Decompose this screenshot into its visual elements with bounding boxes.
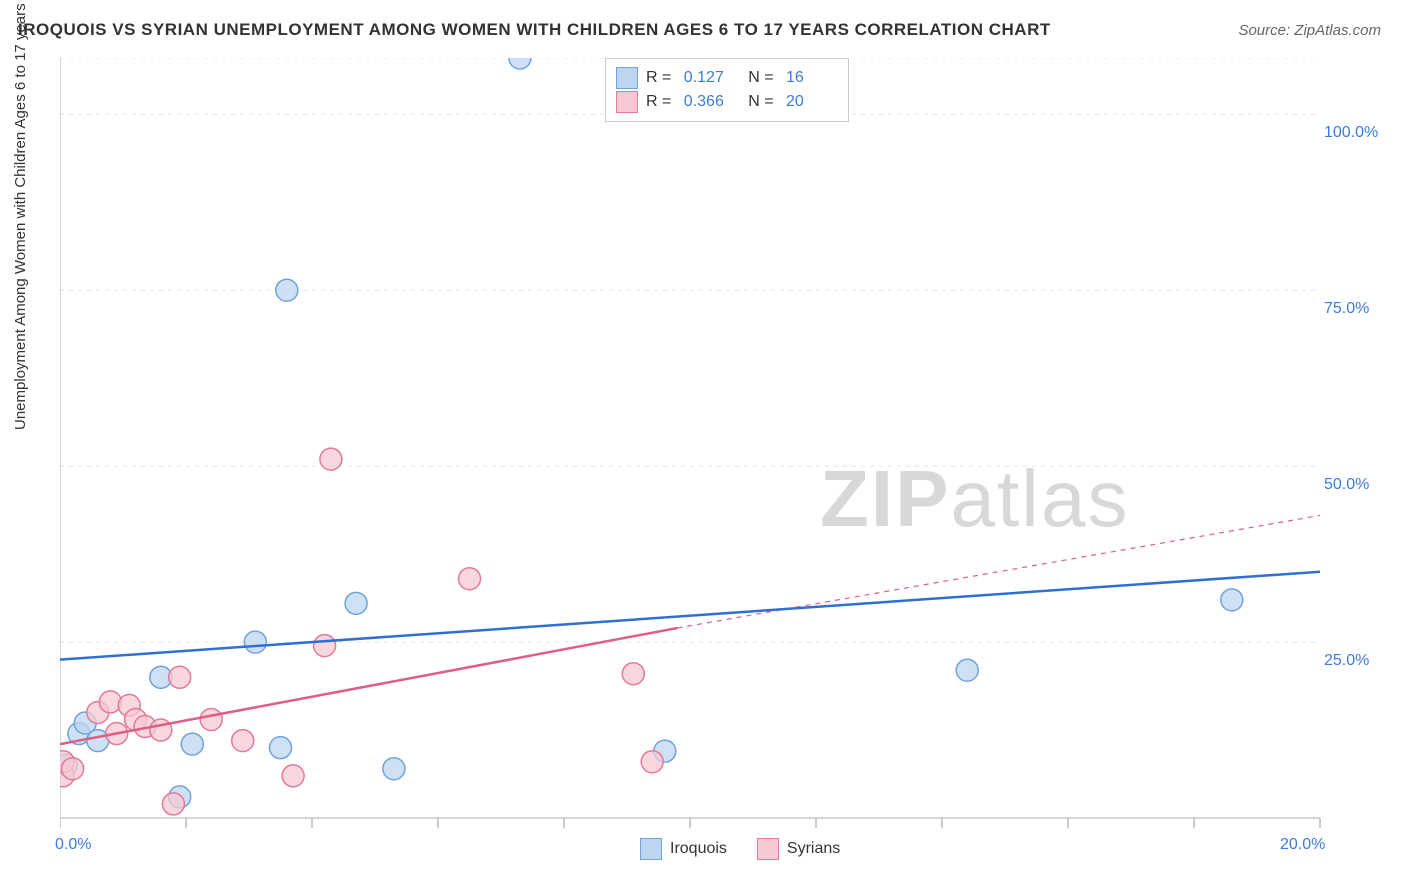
- correlation-legend: R = 0.127 N = 16R = 0.366 N = 20: [605, 58, 849, 122]
- legend-r-label: R =: [646, 93, 676, 111]
- chart-title: IROQUOIS VS SYRIAN UNEMPLOYMENT AMONG WO…: [18, 20, 1051, 40]
- legend-swatch: [616, 67, 638, 89]
- series-legend-item: Syrians: [757, 838, 840, 860]
- series-legend-item: Iroquois: [640, 838, 727, 860]
- axis-tick-label: 50.0%: [1324, 476, 1369, 494]
- scatter-plot-svg: [60, 58, 1380, 858]
- axis-tick-label: 0.0%: [55, 836, 91, 854]
- axis-tick-label: 75.0%: [1324, 300, 1369, 318]
- series-legend-label: Iroquois: [670, 840, 727, 858]
- legend-r-value: 0.366: [684, 93, 736, 111]
- legend-n-value: 16: [786, 69, 838, 87]
- legend-r-label: R =: [646, 69, 676, 87]
- legend-row: R = 0.127 N = 16: [616, 67, 838, 89]
- series-legend: Iroquois Syrians: [640, 838, 840, 860]
- legend-swatch: [640, 838, 662, 860]
- axis-tick-label: 25.0%: [1324, 652, 1369, 670]
- legend-n-label: N =: [744, 93, 778, 111]
- chart-area: ZIPatlas R = 0.127 N = 16R = 0.366 N = 2…: [60, 58, 1380, 833]
- y-axis-label: Unemployment Among Women with Children A…: [12, 3, 29, 430]
- axis-tick-label: 100.0%: [1324, 124, 1378, 142]
- legend-row: R = 0.366 N = 20: [616, 91, 838, 113]
- legend-n-value: 20: [786, 93, 838, 111]
- legend-swatch: [757, 838, 779, 860]
- source-attribution: Source: ZipAtlas.com: [1238, 22, 1381, 39]
- legend-n-label: N =: [744, 69, 778, 87]
- legend-r-value: 0.127: [684, 69, 736, 87]
- axis-tick-label: 20.0%: [1280, 836, 1325, 854]
- legend-swatch: [616, 91, 638, 113]
- series-legend-label: Syrians: [787, 840, 840, 858]
